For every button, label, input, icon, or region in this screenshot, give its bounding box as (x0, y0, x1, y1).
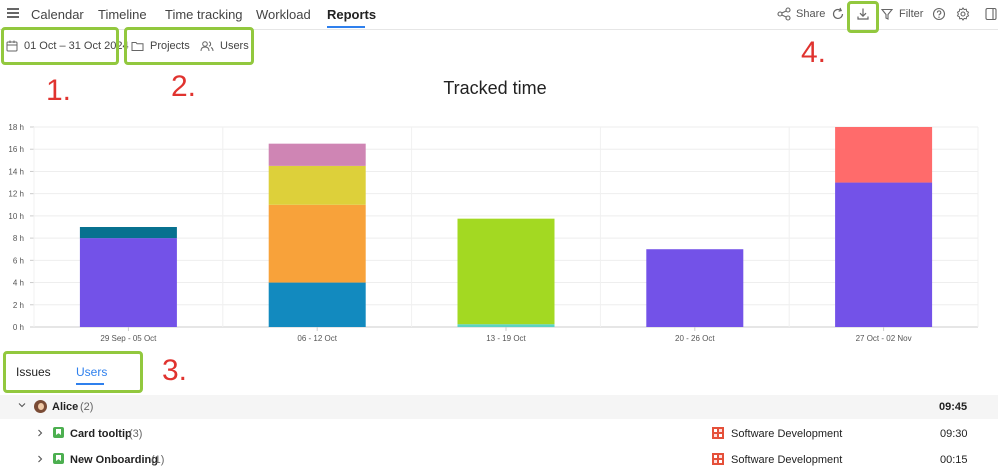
bar-segment (835, 182, 933, 327)
user-issue-count: (2) (80, 401, 94, 413)
date-range-label: 01 Oct – 31 Oct 2024 (24, 40, 129, 52)
annotation-3: 3. (162, 354, 188, 387)
project-name: Software Development (731, 428, 843, 440)
bar-segment (835, 127, 933, 183)
annotation-4: 4. (801, 36, 827, 69)
gear-icon[interactable] (956, 7, 970, 21)
y-tick-label: 0 h (13, 323, 24, 332)
x-tick-label: 27 Oct - 02 Nov (856, 334, 912, 343)
bar-segment (457, 324, 555, 327)
side-panel-icon[interactable] (984, 7, 998, 21)
tab-workload[interactable]: Workload (256, 7, 311, 22)
projects-filter-label: Projects (150, 40, 190, 52)
chevron-right-icon[interactable] (36, 429, 44, 437)
row-time: 09:30 (940, 428, 968, 440)
tracked-time-chart: 0 h 2 h 4 h 6 h 8 h 10 h 12 h 14 h 16 h 18 h 29 Se… (8, 123, 979, 343)
tab-time-tracking[interactable]: Time tracking (165, 7, 243, 22)
project-name: Software Development (731, 454, 843, 466)
table-row[interactable]: Card tooltip (3) Software Development 09… (0, 423, 998, 445)
y-tick-label: 8 h (13, 234, 24, 243)
issue-type-icon (53, 427, 64, 438)
users-filter-button[interactable]: Users (200, 36, 249, 56)
date-range-picker[interactable]: 01 Oct – 31 Oct 2024 (6, 36, 129, 56)
tab-calendar[interactable]: Calendar (31, 7, 84, 22)
bar-segment (268, 165, 366, 205)
bar-segment (646, 249, 744, 327)
y-tick-label: 2 h (13, 301, 24, 310)
bar-segment (457, 218, 555, 325)
issue-type-icon (53, 453, 64, 464)
table-row[interactable]: New Onboarding (1) Software Development … (0, 449, 998, 471)
tab-reports[interactable]: Reports (327, 7, 377, 22)
issue-title[interactable]: New Onboarding (70, 454, 158, 466)
issue-count: (3) (129, 428, 143, 440)
tab-issues[interactable]: Issues (16, 365, 51, 379)
top-nav: Calendar Timeline Time tracking Workload… (0, 0, 998, 30)
highlight-box-download (847, 1, 879, 33)
x-tick-label: 06 - 12 Oct (297, 334, 337, 343)
share-button[interactable]: Share (796, 8, 826, 20)
avatar (34, 400, 47, 413)
bar-segment (268, 282, 366, 327)
annotation-1: 1. (46, 74, 72, 107)
tab-timeline[interactable]: Timeline (98, 7, 147, 22)
y-tick-label: 16 h (8, 145, 24, 154)
filter-icon[interactable] (880, 7, 894, 21)
user-total-time: 09:45 (939, 401, 968, 413)
y-tick-label: 18 h (8, 123, 24, 132)
bar-segment (268, 204, 366, 283)
share-icon[interactable] (777, 7, 791, 21)
users-icon (200, 41, 214, 52)
bar-segment (79, 238, 177, 327)
y-tick-label: 10 h (8, 212, 24, 221)
chart-title: Tracked time (443, 78, 547, 98)
folder-icon (131, 42, 144, 51)
highlight-box-date (1, 27, 119, 65)
x-tick-label: 13 - 19 Oct (486, 334, 526, 343)
project-icon (712, 427, 724, 439)
x-tick-label: 29 Sep - 05 Oct (100, 334, 157, 343)
users-filter-label: Users (220, 40, 249, 52)
y-tick-label: 4 h (13, 279, 24, 288)
chevron-down-icon[interactable] (18, 401, 26, 409)
calendar-icon (6, 40, 18, 52)
user-name: Alice (52, 401, 79, 413)
user-group-row[interactable]: Alice (2) 09:45 (0, 395, 998, 419)
filter-button[interactable]: Filter (899, 8, 924, 20)
issue-title[interactable]: Card tooltip (70, 428, 132, 440)
row-time: 00:15 (940, 454, 968, 466)
projects-filter-button[interactable]: Projects (131, 36, 190, 56)
y-tick-label: 14 h (8, 167, 24, 176)
active-bottom-tab-indicator (76, 383, 104, 385)
download-icon[interactable] (856, 7, 870, 21)
bar-segment (79, 227, 177, 239)
highlight-box-projects-users (124, 27, 254, 65)
y-tick-label: 12 h (8, 190, 24, 199)
annotation-2: 2. (171, 70, 197, 103)
active-tab-indicator (327, 26, 365, 28)
tab-users[interactable]: Users (76, 365, 108, 379)
issue-count: (1) (151, 454, 165, 466)
menu-icon[interactable] (7, 8, 19, 18)
project-icon (712, 453, 724, 465)
help-icon[interactable] (932, 7, 946, 21)
highlight-box-bottom-tabs (3, 351, 143, 393)
chevron-right-icon[interactable] (36, 455, 44, 463)
y-tick-label: 6 h (13, 256, 24, 265)
bar-segment (268, 143, 366, 166)
refresh-icon[interactable] (831, 7, 845, 21)
x-tick-label: 20 - 26 Oct (675, 334, 715, 343)
